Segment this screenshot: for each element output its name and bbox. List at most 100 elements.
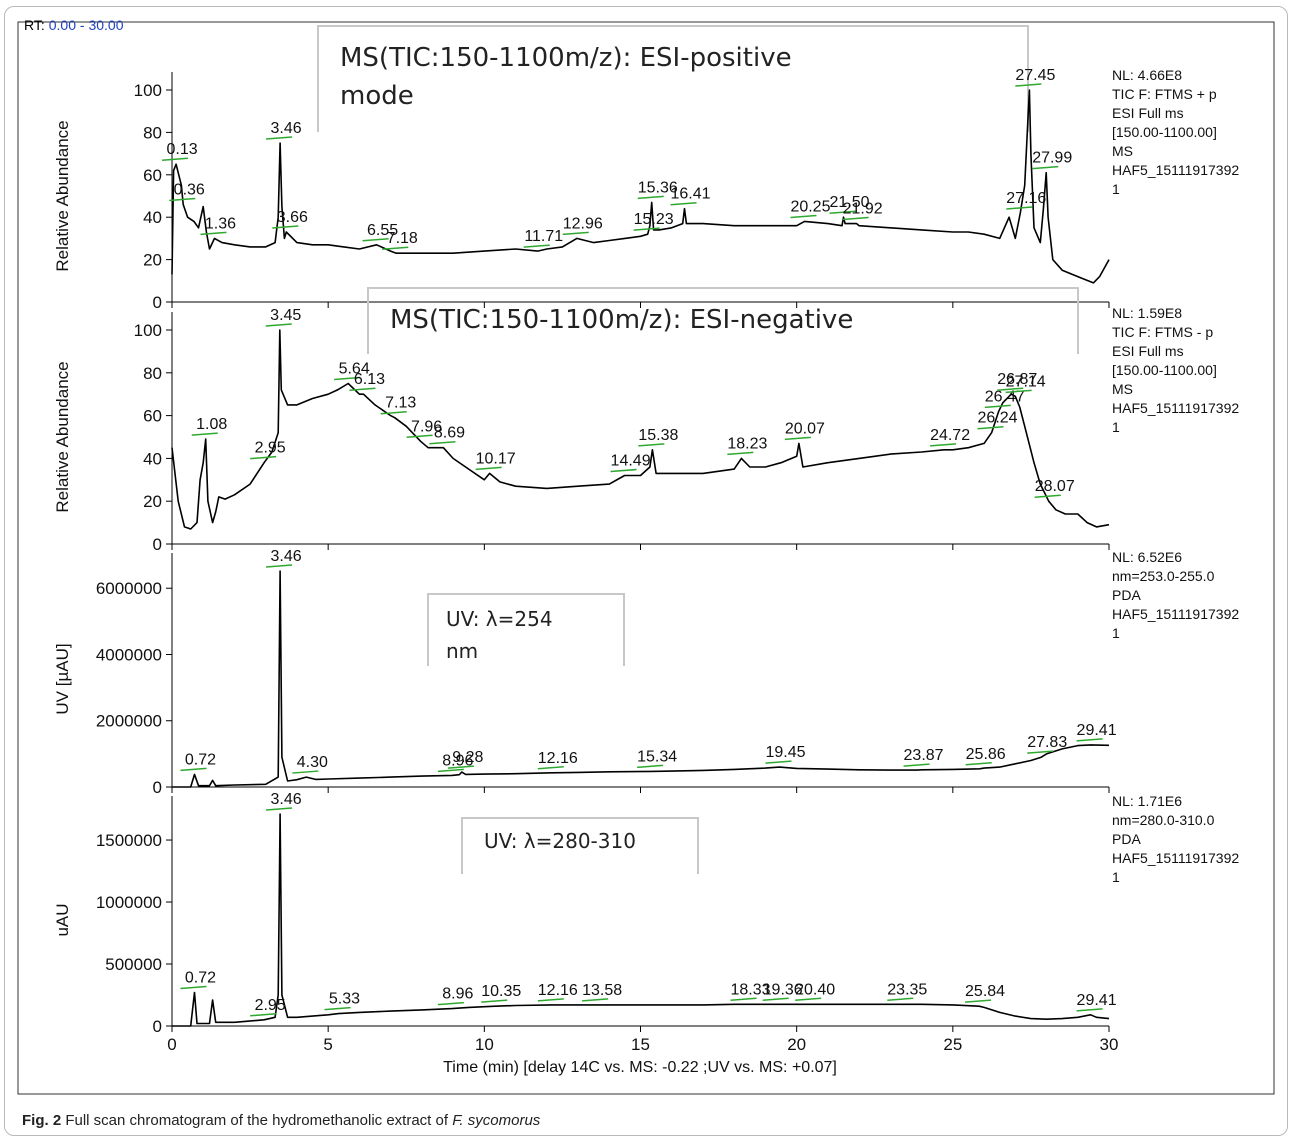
uv-254-peak-marker: [965, 762, 992, 766]
ms-negative-info-line: [150.00-1100.00]: [1112, 362, 1217, 378]
caption-species: F. sycomorus: [452, 1112, 541, 1129]
ms-positive-peak-marker: [790, 214, 817, 219]
ms-positive-info-line: ESI Full ms: [1112, 105, 1184, 121]
uv-280-310-info-line: HAF5_15111917392: [1112, 850, 1239, 866]
uv-280-310-y-tick-label: 500000: [105, 955, 162, 974]
uv-280-310-peak-label: 25.84: [965, 983, 1005, 1000]
ms-positive-peak-marker: [169, 197, 196, 202]
uv-280-310-peak-label: 5.33: [329, 991, 360, 1008]
ms-negative-peak-marker: [349, 387, 376, 391]
ms-positive-peak-marker: [162, 157, 189, 161]
uv-254-peak-label: 23.87: [904, 747, 944, 764]
uv-254-y-tick-label: 2000000: [96, 712, 162, 731]
x-tick-label: 5: [323, 1035, 332, 1054]
ms-negative-info-line: NL: 1.59E8: [1112, 305, 1182, 321]
ms-positive-peak-label: 0.36: [174, 181, 205, 198]
ms-negative-peak-label: 26.24: [978, 410, 1018, 427]
ms-positive-peak-marker: [272, 225, 299, 229]
ms-positive-peak-marker: [633, 227, 660, 231]
uv-254-info-line: PDA: [1112, 587, 1141, 603]
ms-negative-peak-marker: [610, 468, 637, 473]
ms-negative-peak-label: 10.17: [476, 450, 516, 467]
uv-254-peak-label: 29.41: [1077, 722, 1117, 739]
ms-negative-info-line: 1: [1112, 419, 1120, 435]
caption-fig-label: Fig. 2: [22, 1112, 62, 1129]
uv-254-info-line: HAF5_15111917392: [1112, 606, 1239, 622]
uv-280-310-peak-label: 13.58: [582, 982, 622, 999]
caption-text: Full scan chromatogram of the hydrometha…: [65, 1112, 449, 1129]
uv-254-peak-marker: [903, 763, 930, 767]
ms-negative-peak-label: 24.72: [930, 427, 970, 444]
ms-positive-overlay-label: MS(TIC:150-1100m/z): ESI-positive: [340, 43, 792, 73]
uv-280-310-peak-marker: [266, 807, 293, 811]
ms-positive-peak-marker: [523, 244, 550, 248]
uv-254-info-line: 1: [1112, 625, 1120, 641]
ms-negative-y-tick-label: 20: [143, 492, 162, 511]
uv-254-peak-marker: [765, 760, 792, 764]
uv-254-peak-marker: [1076, 738, 1103, 742]
uv-254-peak-marker: [1027, 750, 1054, 754]
ms-positive-info-line: MS: [1112, 143, 1133, 159]
ms-positive-y-tick-label: 20: [143, 251, 162, 270]
uv-254-peak-label: 3.46: [270, 548, 301, 565]
ms-negative-peak-label: 27.14: [1006, 373, 1046, 390]
ms-negative-trace: [171, 329, 1110, 530]
uv-280-310-label-box: [461, 817, 699, 874]
ms-negative-peak-marker: [1005, 389, 1032, 394]
ms-negative-peak-label: 26.47: [985, 388, 1025, 405]
ms-positive-peak-marker: [362, 238, 389, 242]
uv-280-310-peak-marker: [795, 997, 822, 1002]
ms-positive-overlay-label: mode: [340, 81, 414, 111]
ms-negative-peak-label: 5.64: [339, 361, 370, 378]
ms-positive-peak-label: 21.50: [829, 194, 869, 211]
ms-negative-peak-label: 26.87: [997, 371, 1037, 388]
ms-negative-y-tick-label: 80: [143, 364, 162, 383]
uv-280-310-peak-marker: [437, 1001, 464, 1006]
ms-negative-peak-label: 18.23: [727, 435, 767, 452]
ms-positive-peak-label: 3.66: [277, 209, 308, 226]
uv-254-peak-label: 15.34: [637, 748, 677, 765]
ms-negative-y-tick-label: 60: [143, 407, 162, 426]
ms-negative-info-line: HAF5_15111917392: [1112, 400, 1239, 416]
ms-positive-y-axis-label: Relative Abundance: [53, 120, 72, 271]
ms-negative-peak-marker: [727, 451, 754, 456]
uv-280-310-peak-marker: [537, 998, 564, 1002]
uv-254-info-line: NL: 6.52E6: [1112, 549, 1182, 565]
ms-negative-peak-marker: [429, 440, 456, 445]
uv-280-310-info-line: 1: [1112, 869, 1120, 885]
ms-negative-peak-label: 2.95: [255, 440, 286, 457]
ms-positive-peak-label: 27.16: [1006, 190, 1046, 207]
ms-positive-peak-marker: [670, 201, 697, 206]
ms-negative-peak-label: 15.38: [638, 427, 678, 444]
ms-positive-y-tick-label: 60: [143, 166, 162, 185]
uv-254-peak-marker: [537, 766, 564, 770]
ms-positive-peak-label: 16.41: [671, 186, 711, 203]
uv-254-y-tick-label: 6000000: [96, 579, 162, 598]
ms-positive-peak-label: 27.99: [1032, 150, 1072, 167]
uv-280-310-peak-marker: [965, 999, 992, 1003]
uv-254-y-tick-label: 4000000: [96, 645, 162, 664]
x-tick-label: 10: [475, 1035, 494, 1054]
ms-negative-peak-label: 7.96: [411, 418, 442, 435]
uv-254-peak-marker: [447, 765, 474, 769]
uv-280-310-peak-label: 12.16: [538, 982, 578, 999]
uv-254-overlay-label: UV: λ=254: [446, 607, 553, 631]
uv-280-310-peak-label: 29.41: [1077, 992, 1117, 1009]
ms-negative-peak-label: 1.08: [196, 416, 227, 433]
ms-positive-info-line: [150.00-1100.00]: [1112, 124, 1217, 140]
ms-positive-y-tick-label: 100: [134, 81, 162, 100]
uv-280-310-peak-marker: [762, 997, 789, 1002]
ms-negative-peak-label: 6.13: [354, 371, 385, 388]
ms-negative-peak-marker: [984, 404, 1011, 409]
ms-positive-y-tick-label: 40: [143, 208, 162, 227]
uv-254-y-tick-label: 0: [153, 778, 162, 797]
ms-positive-peak-marker: [266, 136, 293, 140]
ms-positive-peak-marker: [1015, 83, 1042, 87]
ms-positive-peak-marker: [200, 231, 227, 236]
ms-negative-y-tick-label: 40: [143, 449, 162, 468]
uv-280-310-peak-marker: [180, 985, 207, 990]
ms-positive-peak-marker: [562, 231, 589, 236]
uv-280-310-y-tick-label: 1000000: [96, 893, 162, 912]
uv-254-info-line: nm=253.0-255.0: [1112, 568, 1215, 584]
